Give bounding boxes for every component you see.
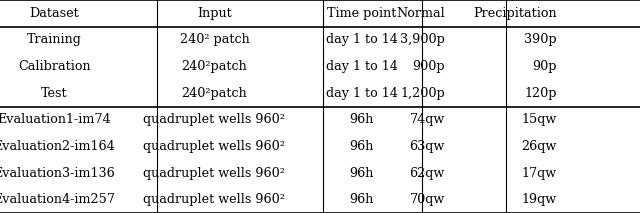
Text: day 1 to 14: day 1 to 14 [326,60,397,73]
Text: 3,900p: 3,900p [400,33,445,46]
Text: 96h: 96h [349,140,374,153]
Text: 15qw: 15qw [522,113,557,126]
Text: 96h: 96h [349,167,374,180]
Text: Evaluation4-im257: Evaluation4-im257 [0,193,115,206]
Text: 240²patch: 240²patch [182,60,247,73]
Text: Precipitation: Precipitation [473,7,557,20]
Text: Input: Input [197,7,232,20]
Text: 70qw: 70qw [410,193,445,206]
Text: 390p: 390p [524,33,557,46]
Text: quadruplet wells 960²: quadruplet wells 960² [143,140,285,153]
Text: 63qw: 63qw [410,140,445,153]
Text: 17qw: 17qw [522,167,557,180]
Text: day 1 to 14: day 1 to 14 [326,87,397,100]
Text: 96h: 96h [349,193,374,206]
Text: 26qw: 26qw [522,140,557,153]
Text: Training: Training [27,33,82,46]
Text: Time point: Time point [327,7,396,20]
Text: 120p: 120p [524,87,557,100]
Text: 240²patch: 240²patch [182,87,247,100]
Text: Test: Test [41,87,68,100]
Text: quadruplet wells 960²: quadruplet wells 960² [143,193,285,206]
Text: day 1 to 14: day 1 to 14 [326,33,397,46]
Text: Evaluation1-im74: Evaluation1-im74 [0,113,111,126]
Text: 1,200p: 1,200p [400,87,445,100]
Text: 90p: 90p [532,60,557,73]
Text: Evaluation2-im164: Evaluation2-im164 [0,140,115,153]
Text: Calibration: Calibration [18,60,91,73]
Text: 62qw: 62qw [410,167,445,180]
Text: 240² patch: 240² patch [180,33,249,46]
Text: 96h: 96h [349,113,374,126]
Text: Dataset: Dataset [29,7,79,20]
Text: Evaluation3-im136: Evaluation3-im136 [0,167,115,180]
Text: quadruplet wells 960²: quadruplet wells 960² [143,167,285,180]
Text: Normal: Normal [396,7,445,20]
Text: 19qw: 19qw [522,193,557,206]
Text: 900p: 900p [412,60,445,73]
Text: quadruplet wells 960²: quadruplet wells 960² [143,113,285,126]
Text: 74qw: 74qw [410,113,445,126]
